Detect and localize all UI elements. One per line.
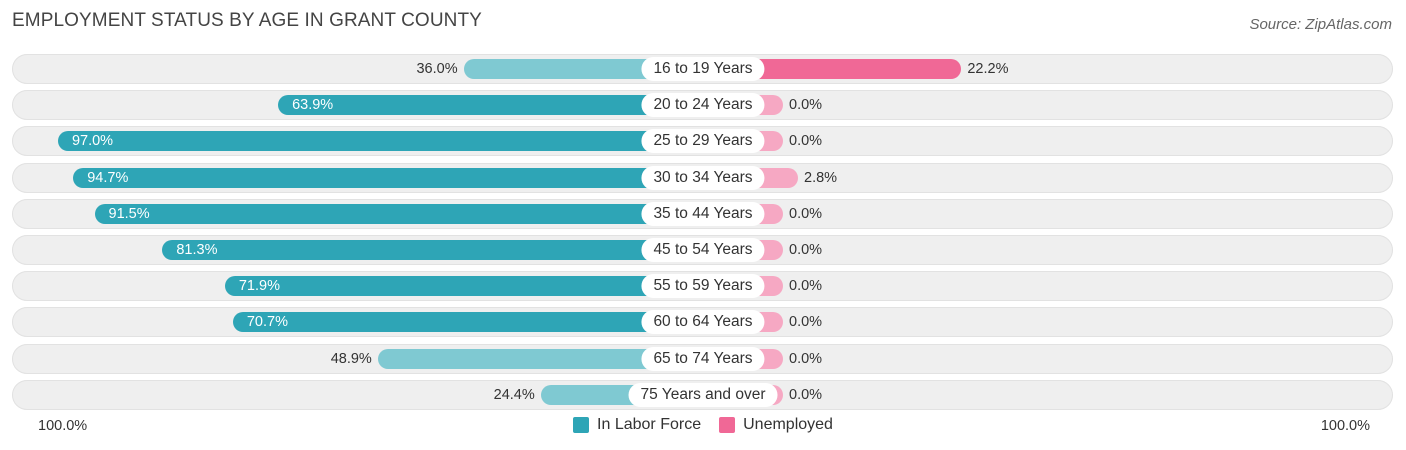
value-unemployed: 0.0% [789, 386, 823, 403]
category-label: 20 to 24 Years [641, 93, 765, 118]
value-labor-force: 97.0% [71, 133, 114, 150]
value-labor-force: 36.0% [416, 61, 458, 77]
legend-swatch-labor-force [573, 417, 590, 433]
axis-label-left: 100.0% [38, 418, 88, 434]
chart-title: EMPLOYMENT STATUS BY AGE IN GRANT COUNTY [12, 10, 482, 31]
category-label: 16 to 19 Years [641, 57, 765, 81]
value-labor-force: 71.9% [238, 278, 280, 295]
legend-item-labor-force: In Labor Force [573, 416, 701, 434]
bar-labor-force [278, 95, 703, 116]
legend: In Labor Force Unemployed [0, 416, 1406, 434]
legend-swatch-unemployed [719, 417, 736, 433]
category-label: 65 to 74 Years [641, 346, 765, 371]
category-label: 75 Years and over [628, 382, 778, 407]
value-unemployed: 0.0% [789, 97, 823, 114]
value-unemployed: 0.0% [789, 205, 823, 222]
bar-labor-force [94, 203, 703, 224]
category-label: 35 to 44 Years [641, 201, 765, 226]
value-unemployed: 0.0% [789, 278, 823, 295]
bar-labor-force [377, 348, 703, 369]
category-label: 45 to 54 Years [641, 238, 765, 262]
source-label: Source: ZipAtlas.com [1249, 16, 1392, 33]
bar-labor-force [73, 167, 703, 188]
bar-labor-force [162, 240, 703, 260]
value-unemployed: 0.0% [789, 133, 823, 150]
value-labor-force: 48.9% [330, 350, 372, 367]
value-unemployed: 2.8% [804, 169, 838, 186]
legend-label-labor-force: In Labor Force [597, 416, 702, 433]
value-labor-force: 94.7% [87, 169, 129, 186]
value-labor-force: 70.7% [246, 314, 288, 331]
legend-label-unemployed: Unemployed [743, 416, 833, 433]
category-label: 30 to 34 Years [641, 165, 765, 190]
axis-label-right: 100.0% [1320, 418, 1370, 434]
bar-labor-force [232, 312, 703, 333]
value-labor-force: 63.9% [292, 97, 334, 114]
value-unemployed: 0.0% [789, 314, 823, 331]
value-labor-force: 81.3% [176, 242, 218, 258]
legend-item-unemployed: Unemployed [719, 416, 833, 434]
value-labor-force: 91.5% [108, 205, 150, 222]
category-label: 55 to 59 Years [641, 274, 765, 299]
category-label: 60 to 64 Years [641, 310, 765, 335]
value-unemployed: 0.0% [789, 350, 823, 367]
bar-unemployed [703, 59, 962, 79]
bar-labor-force [224, 276, 703, 297]
value-unemployed: 0.0% [789, 242, 823, 258]
category-label: 25 to 29 Years [641, 129, 765, 154]
bar-labor-force [57, 131, 703, 152]
value-unemployed: 22.2% [967, 61, 1009, 77]
value-labor-force: 24.4% [493, 386, 535, 403]
